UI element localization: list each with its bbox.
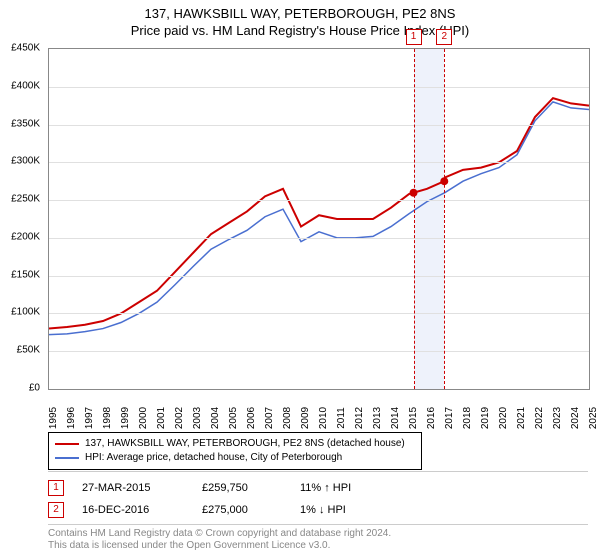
- x-tick-label: 2006: [246, 407, 257, 429]
- x-tick-label: 2019: [480, 407, 491, 429]
- x-tick-label: 1998: [102, 407, 113, 429]
- grid-line: [49, 313, 589, 314]
- attribution-line1: Contains HM Land Registry data © Crown c…: [48, 528, 391, 540]
- series-line: [49, 102, 589, 335]
- x-tick-label: 2014: [390, 407, 401, 429]
- x-tick-label: 2022: [534, 407, 545, 429]
- y-tick-label: £400K: [11, 80, 40, 91]
- x-tick-label: 2007: [264, 407, 275, 429]
- x-tick-label: 2003: [192, 407, 203, 429]
- grid-line: [49, 276, 589, 277]
- x-tick-label: 2005: [228, 407, 239, 429]
- x-tick-label: 2001: [156, 407, 167, 429]
- x-tick-label: 2017: [444, 407, 455, 429]
- y-tick-label: £350K: [11, 118, 40, 129]
- sale-date: 27-MAR-2015: [82, 482, 184, 494]
- x-tick-label: 1997: [84, 407, 95, 429]
- x-tick-label: 1996: [66, 407, 77, 429]
- x-tick-label: 2012: [354, 407, 365, 429]
- grid-line: [49, 200, 589, 201]
- grid-line: [49, 238, 589, 239]
- legend-label: 137, HAWKSBILL WAY, PETERBOROUGH, PE2 8N…: [85, 437, 405, 451]
- plot-area: 12: [48, 48, 590, 390]
- y-tick-label: £200K: [11, 231, 40, 242]
- grid-line: [49, 351, 589, 352]
- x-tick-label: 2004: [210, 407, 221, 429]
- x-tick-label: 2024: [570, 407, 581, 429]
- sale-price: £275,000: [202, 504, 282, 516]
- x-tick-label: 2010: [318, 407, 329, 429]
- sale-row-2: 2 16-DEC-2016 £275,000 1% ↓ HPI: [48, 502, 588, 518]
- x-tick-label: 2016: [426, 407, 437, 429]
- y-tick-label: £50K: [17, 345, 40, 356]
- x-tick-label: 2025: [588, 407, 599, 429]
- grid-line: [49, 162, 589, 163]
- chart-title-address: 137, HAWKSBILL WAY, PETERBOROUGH, PE2 8N…: [0, 6, 600, 21]
- sale-marker-line: [444, 49, 445, 389]
- sale-price: £259,750: [202, 482, 282, 494]
- sale-index-badge: 1: [48, 480, 64, 496]
- legend-box: 137, HAWKSBILL WAY, PETERBOROUGH, PE2 8N…: [48, 432, 422, 470]
- y-tick-label: £250K: [11, 194, 40, 205]
- sale-vs-hpi: 1% ↓ HPI: [300, 504, 380, 516]
- legend-swatch: [55, 457, 79, 459]
- legend-swatch: [55, 443, 79, 445]
- y-axis: £0£50K£100K£150K£200K£250K£300K£350K£400…: [0, 48, 44, 388]
- x-tick-label: 2002: [174, 407, 185, 429]
- sale-row-1: 1 27-MAR-2015 £259,750 11% ↑ HPI: [48, 480, 588, 496]
- sale-marker-index: 1: [406, 29, 422, 45]
- attribution-block: Contains HM Land Registry data © Crown c…: [48, 528, 391, 552]
- x-tick-label: 2013: [372, 407, 383, 429]
- x-tick-label: 2015: [408, 407, 419, 429]
- x-tick-label: 2018: [462, 407, 473, 429]
- legend-item: HPI: Average price, detached house, City…: [55, 451, 415, 465]
- x-tick-label: 2023: [552, 407, 563, 429]
- sale-index-badge: 2: [48, 502, 64, 518]
- chart-subtitle: Price paid vs. HM Land Registry's House …: [0, 23, 600, 38]
- divider: [48, 471, 588, 472]
- sale-marker-index: 2: [436, 29, 452, 45]
- x-tick-label: 2008: [282, 407, 293, 429]
- sale-vs-hpi: 11% ↑ HPI: [300, 482, 380, 494]
- grid-line: [49, 87, 589, 88]
- x-tick-label: 2011: [336, 407, 347, 429]
- price-history-chart-root: 137, HAWKSBILL WAY, PETERBOROUGH, PE2 8N…: [0, 0, 600, 560]
- grid-line: [49, 125, 589, 126]
- y-tick-label: £150K: [11, 269, 40, 280]
- x-tick-label: 2009: [300, 407, 311, 429]
- y-tick-label: £300K: [11, 156, 40, 167]
- y-tick-label: £100K: [11, 307, 40, 318]
- y-tick-label: £0: [29, 383, 40, 394]
- series-line: [49, 98, 589, 328]
- x-tick-label: 2021: [516, 407, 527, 429]
- legend-item: 137, HAWKSBILL WAY, PETERBOROUGH, PE2 8N…: [55, 437, 415, 451]
- chart-svg: [49, 49, 589, 389]
- y-tick-label: £450K: [11, 43, 40, 54]
- sale-marker-line: [414, 49, 415, 389]
- x-tick-label: 2020: [498, 407, 509, 429]
- x-axis: 1995 1996 1997 1998 1999 2000 2001 2002 2003 2004…: [48, 390, 588, 430]
- title-block: 137, HAWKSBILL WAY, PETERBOROUGH, PE2 8N…: [0, 0, 600, 38]
- x-tick-label: 1995: [48, 407, 59, 429]
- attribution-line2: This data is licensed under the Open Gov…: [48, 540, 391, 552]
- sale-date: 16-DEC-2016: [82, 504, 184, 516]
- legend-label: HPI: Average price, detached house, City…: [85, 451, 342, 465]
- x-tick-label: 2000: [138, 407, 149, 429]
- divider: [48, 524, 588, 525]
- x-tick-label: 1999: [120, 407, 131, 429]
